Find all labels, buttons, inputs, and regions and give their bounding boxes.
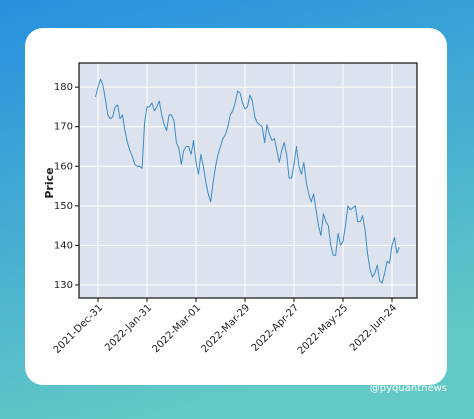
price-line — [95, 78, 400, 284]
y-axis-label: Price — [43, 167, 56, 198]
y-tick-label: 170 — [54, 122, 73, 133]
y-tick-label: 150 — [54, 201, 73, 212]
y-tick-label: 160 — [54, 161, 73, 172]
watermark: @pyquantnews — [370, 383, 447, 394]
plot-area — [79, 63, 417, 298]
y-tick-label: 130 — [54, 280, 73, 291]
y-tick-label: 180 — [54, 82, 73, 93]
plot-frame — [78, 62, 418, 299]
y-tick-label: 140 — [54, 240, 73, 251]
